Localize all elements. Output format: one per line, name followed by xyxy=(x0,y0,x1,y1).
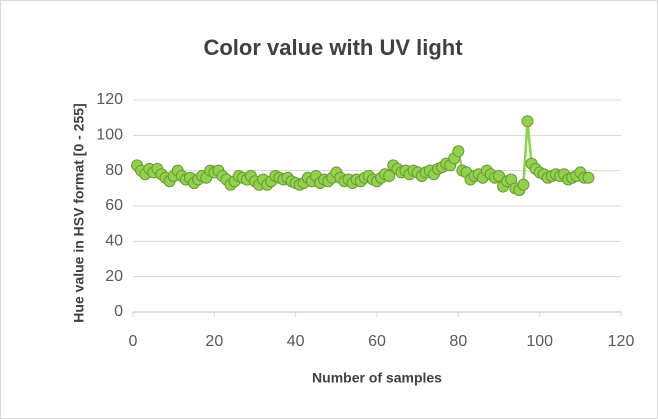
y-tick-label: 60 xyxy=(105,197,123,214)
x-axis-title: Number of samples xyxy=(312,370,442,386)
x-tick-label: 120 xyxy=(608,333,635,350)
y-tick-label: 40 xyxy=(105,233,123,250)
x-tick-label: 20 xyxy=(205,333,223,350)
point xyxy=(582,171,595,184)
x-tick-label: 60 xyxy=(368,333,386,350)
y-tick-label: 120 xyxy=(96,91,123,108)
y-tick-label: 100 xyxy=(96,127,123,144)
y-tick-label: 80 xyxy=(105,162,123,179)
point xyxy=(383,169,396,182)
y-axis-title: Hue value in HSV format [0 - 255] xyxy=(71,103,87,322)
x-tick-label: 80 xyxy=(449,333,467,350)
x-tick-label: 0 xyxy=(129,333,138,350)
y-tick-label: 0 xyxy=(114,303,123,320)
point xyxy=(517,178,530,191)
chart-title: Color value with UV light xyxy=(203,35,463,60)
x-tick-label: 100 xyxy=(526,333,553,350)
point xyxy=(521,115,534,128)
x-tick-label: 40 xyxy=(287,333,305,350)
point xyxy=(452,145,465,158)
y-tick-label: 20 xyxy=(105,268,123,285)
